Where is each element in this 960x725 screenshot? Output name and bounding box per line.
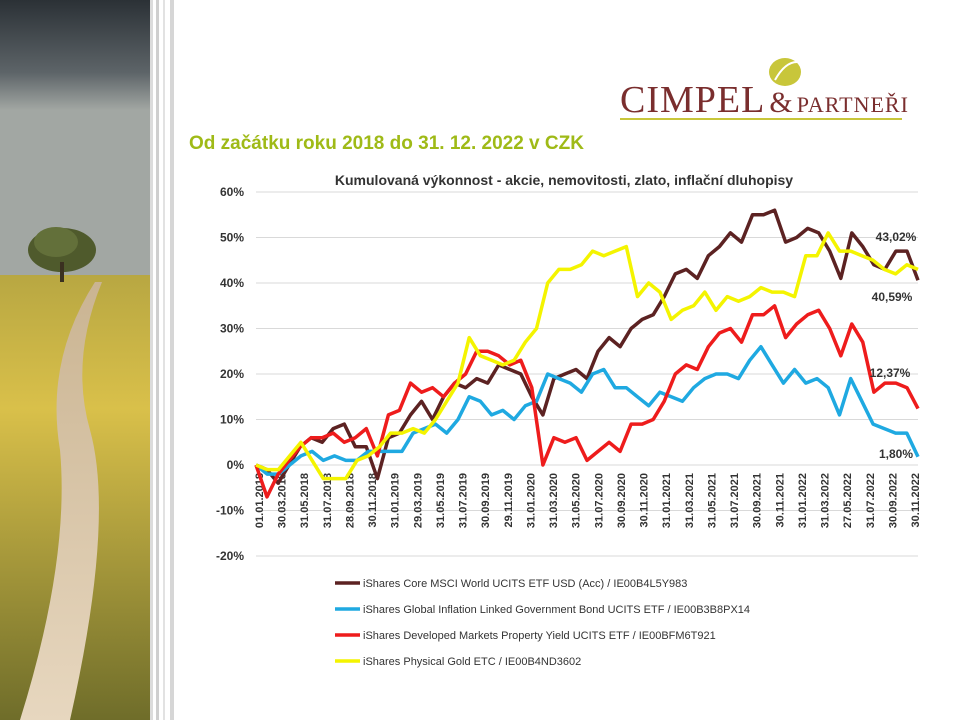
x-tick-label: 31.01.2019 bbox=[390, 473, 402, 528]
y-tick-label: 10% bbox=[220, 413, 244, 427]
chart-title: Kumulovaná výkonnost - akcie, nemovitost… bbox=[335, 172, 793, 188]
y-tick-label: 0% bbox=[227, 458, 245, 472]
x-tick-label: 31.07.2020 bbox=[593, 473, 605, 528]
x-tick-label: 31.07.2021 bbox=[729, 473, 741, 528]
y-tick-label: 40% bbox=[220, 276, 244, 290]
y-tick-label: -10% bbox=[216, 504, 244, 518]
landscape-photo bbox=[0, 0, 150, 720]
x-tick-label: 30.09.2022 bbox=[887, 473, 899, 528]
x-tick-label: 28.09.2018 bbox=[344, 473, 356, 528]
series-line bbox=[255, 231, 919, 481]
x-tick-label: 30.11.2021 bbox=[774, 473, 786, 527]
x-tick-label: 30.11.2022 bbox=[910, 473, 922, 527]
performance-chart: Kumulovaná výkonnost - akcie, nemovitost… bbox=[216, 172, 922, 668]
company-logo: CIMPEL & PARTNEŘI bbox=[620, 58, 910, 122]
x-tick-label: 30.09.2019 bbox=[480, 473, 492, 528]
data-label: 43,02% bbox=[876, 230, 917, 244]
x-tick-label: 31.01.2020 bbox=[525, 473, 537, 528]
y-axis: -20% -10% 0% 10% 20% 30% 40% 50% 60% bbox=[216, 185, 244, 563]
data-label: 40,59% bbox=[872, 290, 913, 304]
y-tick-label: 50% bbox=[220, 231, 244, 245]
leaf-icon bbox=[769, 58, 801, 86]
x-tick-label: 31.03.2021 bbox=[684, 473, 696, 528]
x-tick-label: 31.03.2022 bbox=[820, 473, 832, 528]
x-tick-label: 31.07.2019 bbox=[458, 473, 470, 528]
y-tick-label: 60% bbox=[220, 185, 244, 199]
x-tick-label: 30.11.2018 bbox=[367, 473, 379, 527]
x-tick-label: 29.11.2019 bbox=[503, 473, 515, 527]
y-tick-label: 20% bbox=[220, 367, 244, 381]
x-tick-label: 31.01.2022 bbox=[797, 473, 809, 528]
x-tick-label: 30.11.2020 bbox=[639, 473, 651, 527]
x-axis: 01.01.2018 30.03.2018 31.05.2018 31.07.2018… bbox=[254, 473, 922, 528]
x-tick-label: 30.09.2021 bbox=[752, 473, 764, 528]
logo-name: CIMPEL bbox=[620, 79, 766, 121]
data-label: 12,37% bbox=[870, 366, 911, 380]
x-tick-label: 31.01.2021 bbox=[661, 473, 673, 528]
y-tick-label: -20% bbox=[216, 549, 244, 563]
x-tick-label: 30.03.2018 bbox=[277, 473, 289, 528]
legend-label: iShares Core MSCI World UCITS ETF USD (A… bbox=[363, 578, 687, 590]
series-line bbox=[254, 304, 920, 499]
x-tick-label: 27.05.2022 bbox=[842, 473, 854, 528]
x-tick-label: 29.03.2019 bbox=[412, 473, 424, 528]
legend: iShares Core MSCI World UCITS ETF USD (A… bbox=[335, 578, 750, 668]
x-tick-label: 31.05.2018 bbox=[299, 473, 311, 528]
x-tick-label: 31.07.2018 bbox=[322, 473, 334, 528]
page-heading: Od začátku roku 2018 do 31. 12. 2022 v C… bbox=[189, 133, 584, 154]
decorative-stripes bbox=[150, 0, 190, 720]
x-tick-label: 31.05.2020 bbox=[571, 473, 583, 528]
x-tick-label: 31.07.2022 bbox=[865, 473, 877, 528]
series-lines bbox=[254, 208, 920, 499]
y-tick-label: 30% bbox=[220, 322, 244, 336]
x-tick-label: 30.09.2020 bbox=[616, 473, 628, 528]
logo-partners: PARTNEŘI bbox=[796, 92, 909, 117]
x-tick-label: 31.05.2021 bbox=[706, 473, 718, 528]
legend-label: iShares Developed Markets Property Yield… bbox=[363, 630, 716, 642]
logo-underline bbox=[620, 118, 902, 120]
legend-label: iShares Global Inflation Linked Governme… bbox=[363, 604, 750, 616]
series-line bbox=[254, 344, 920, 476]
data-label: 1,80% bbox=[879, 447, 913, 461]
annotations: 43,02% 40,59% 12,37% 1,80% bbox=[870, 230, 917, 461]
x-tick-label: 31.05.2019 bbox=[435, 473, 447, 528]
x-tick-label: 31.03.2020 bbox=[548, 473, 560, 528]
series-line bbox=[255, 208, 920, 485]
logo-amp: & bbox=[769, 86, 793, 119]
gridlines bbox=[256, 191, 918, 557]
legend-label: iShares Physical Gold ETC / IE00B4ND3602 bbox=[363, 656, 581, 668]
